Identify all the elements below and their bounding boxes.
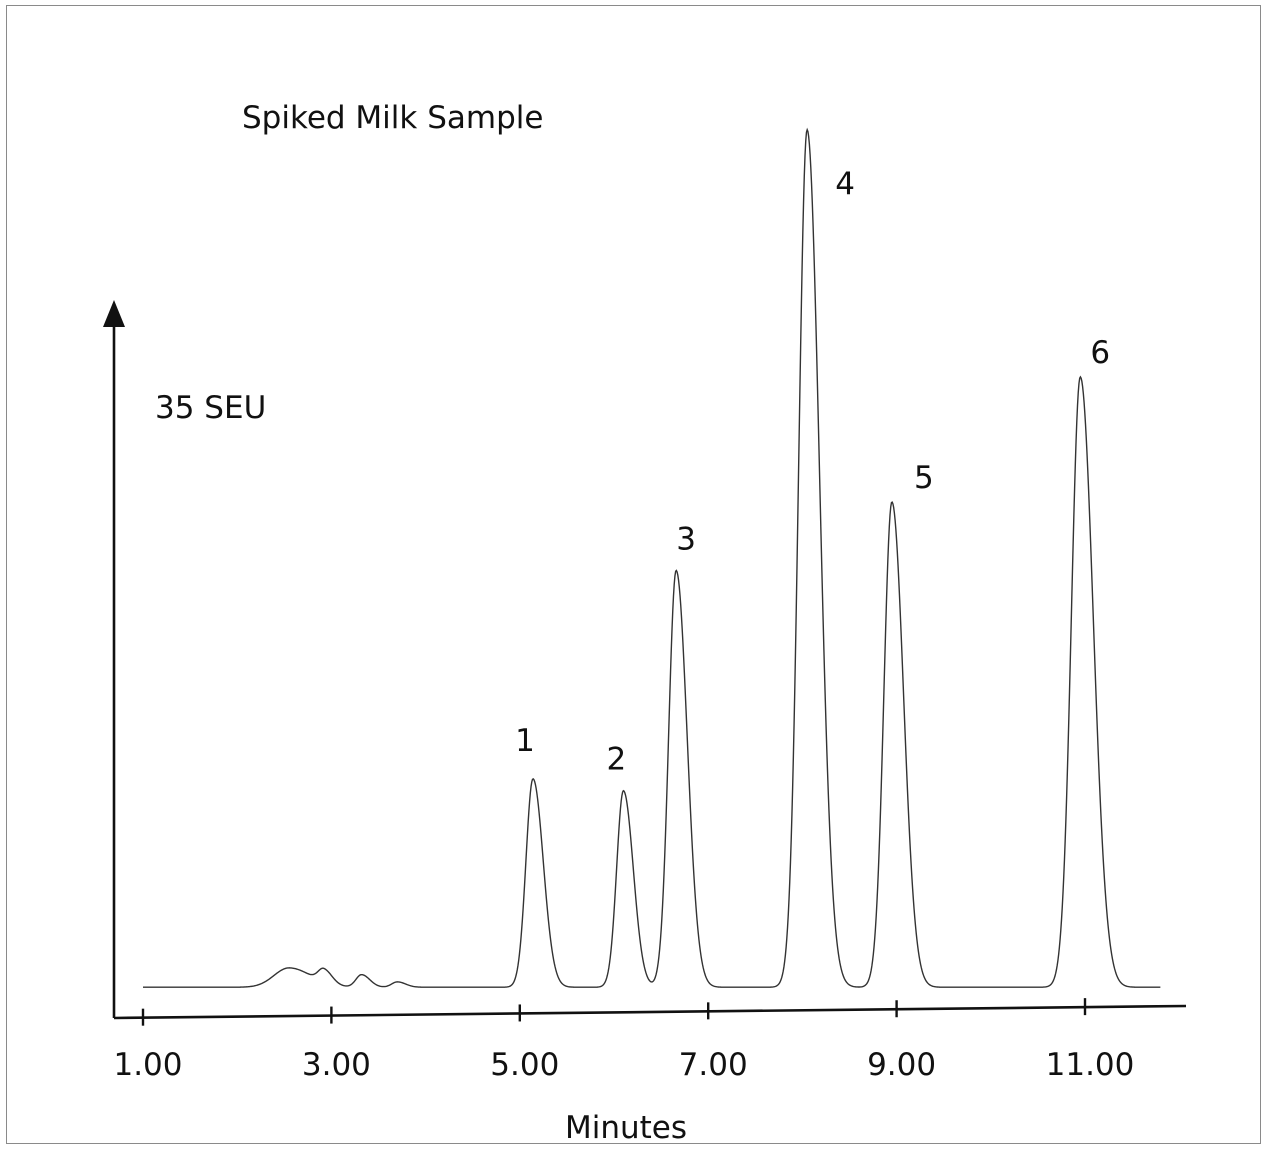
axes <box>103 300 1187 1020</box>
peak-label-6: 6 <box>1090 335 1110 371</box>
peak-label-1: 1 <box>515 723 535 759</box>
peak-label-2: 2 <box>607 742 627 778</box>
x-tick-label-3: 7.00 <box>679 1047 748 1083</box>
x-ticks: 1.00 3.00 5.00 7.00 9.00 11.00 <box>113 998 1134 1083</box>
peak-label-3: 3 <box>676 521 696 557</box>
x-tick-label-5: 11.00 <box>1046 1047 1135 1083</box>
peak-label-5: 5 <box>914 460 934 496</box>
chromatogram-trace <box>143 127 1161 988</box>
x-tick-label-1: 3.00 <box>302 1047 371 1083</box>
chart-frame <box>6 5 1261 1144</box>
x-tick-label-0: 1.00 <box>113 1047 182 1083</box>
peak-label-4: 4 <box>835 167 855 203</box>
x-tick-label-2: 5.00 <box>490 1047 559 1083</box>
x-axis-line <box>113 1004 1187 1020</box>
y-axis-arrow <box>103 300 125 327</box>
x-axis-label: Minutes <box>565 1110 687 1146</box>
x-tick-label-4: 9.00 <box>867 1047 936 1083</box>
scale-label: 35 SEU <box>155 390 266 426</box>
peak-labels: 1 2 3 4 5 6 <box>515 167 1110 778</box>
chart-title: Spiked Milk Sample <box>242 100 543 136</box>
